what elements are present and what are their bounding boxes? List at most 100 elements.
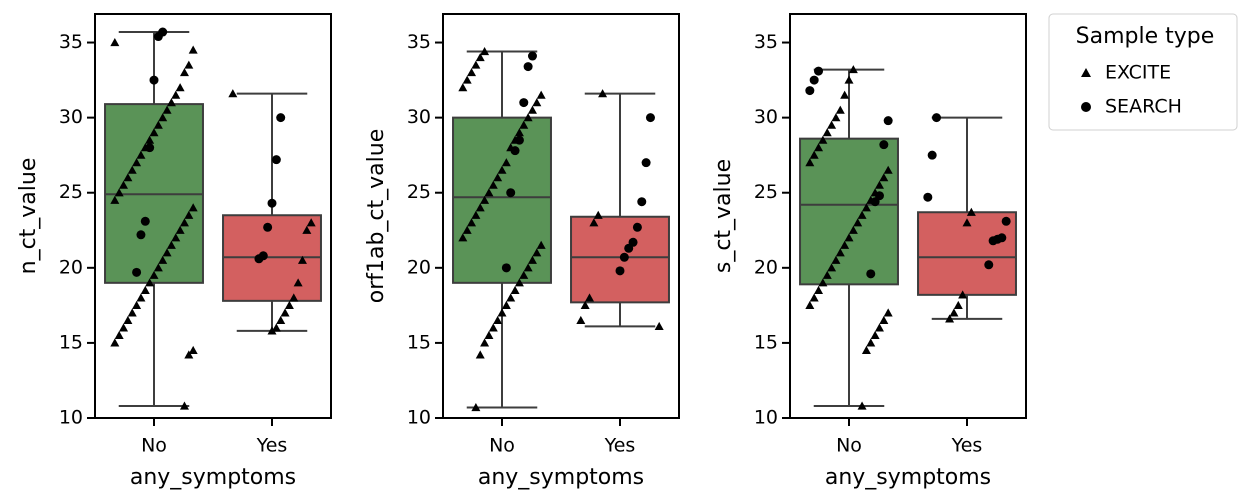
- point: [523, 62, 533, 72]
- point: [654, 321, 664, 330]
- point: [110, 338, 120, 347]
- point: [271, 323, 281, 332]
- point: [166, 240, 176, 249]
- point: [814, 143, 824, 152]
- point: [844, 75, 854, 84]
- point: [874, 180, 884, 189]
- point: [162, 105, 172, 114]
- point: [641, 158, 651, 168]
- point: [857, 210, 867, 219]
- y-tick-label: 20: [407, 256, 431, 278]
- axes-frame: [442, 13, 680, 419]
- x-tick-label: Yes: [951, 435, 983, 457]
- point: [580, 300, 590, 309]
- point: [589, 218, 599, 227]
- point: [471, 402, 481, 412]
- point: [475, 53, 485, 62]
- point: [593, 210, 603, 219]
- point: [827, 263, 837, 272]
- point: [984, 260, 994, 270]
- point: [302, 225, 312, 234]
- point: [510, 285, 520, 294]
- point: [879, 140, 889, 150]
- point: [179, 401, 189, 410]
- y-tick-label: 10: [59, 407, 83, 429]
- x-tick-label: Yes: [604, 435, 636, 457]
- point: [153, 120, 163, 129]
- point: [140, 285, 150, 294]
- point: [840, 90, 850, 99]
- point: [506, 188, 516, 198]
- point: [145, 278, 155, 287]
- point: [127, 308, 137, 317]
- point: [467, 68, 477, 77]
- y-tick-label: 25: [407, 181, 431, 203]
- point: [276, 315, 286, 324]
- point: [123, 315, 133, 324]
- point: [519, 120, 529, 129]
- point: [632, 222, 642, 232]
- point: [484, 188, 494, 197]
- legend-marker: [1081, 68, 1091, 77]
- y-tick-label: 10: [754, 407, 778, 429]
- point: [480, 338, 490, 347]
- point: [475, 350, 485, 359]
- point: [840, 240, 850, 249]
- point: [284, 300, 294, 309]
- point: [179, 218, 189, 227]
- point: [179, 68, 189, 77]
- point: [188, 45, 198, 54]
- point: [475, 203, 485, 212]
- y-tick-label: 35: [407, 31, 431, 53]
- point: [857, 401, 867, 410]
- point: [523, 113, 533, 122]
- box: [799, 137, 899, 286]
- point: [132, 300, 142, 309]
- x-axis-label: any_symptoms: [130, 465, 296, 490]
- y-tick-label: 15: [407, 331, 431, 353]
- point: [861, 345, 871, 355]
- point: [818, 135, 828, 144]
- point: [814, 285, 824, 294]
- box: [570, 215, 670, 304]
- point: [166, 98, 176, 107]
- legend-title: Sample type: [1076, 24, 1215, 49]
- point: [844, 233, 854, 242]
- point: [958, 290, 968, 299]
- point: [883, 165, 893, 174]
- legend-marker: [1081, 102, 1091, 112]
- point: [576, 315, 586, 324]
- point: [467, 218, 477, 227]
- point: [462, 75, 472, 84]
- point: [280, 308, 290, 317]
- point: [945, 314, 955, 323]
- point: [809, 293, 819, 302]
- point: [458, 83, 468, 92]
- point: [136, 230, 146, 240]
- y-tick-label: 35: [59, 31, 83, 53]
- point: [171, 90, 181, 99]
- point: [527, 51, 537, 61]
- point: [514, 278, 524, 287]
- point: [158, 113, 168, 122]
- point: [149, 75, 159, 85]
- y-tick-label: 30: [59, 106, 83, 128]
- point: [501, 158, 511, 167]
- point: [158, 255, 168, 264]
- point: [149, 270, 159, 279]
- point: [184, 60, 194, 69]
- point: [506, 293, 516, 302]
- point: [879, 173, 889, 182]
- point: [879, 315, 889, 324]
- point: [153, 263, 163, 272]
- point: [293, 278, 303, 287]
- point: [932, 113, 942, 123]
- point: [853, 218, 863, 227]
- y-tick-label: 20: [754, 256, 778, 278]
- point: [484, 330, 494, 339]
- point: [289, 293, 299, 302]
- y-tick-label: 15: [754, 331, 778, 353]
- x-axis-label: any_symptoms: [825, 465, 991, 490]
- y-tick-label: 30: [407, 106, 431, 128]
- point: [136, 150, 146, 159]
